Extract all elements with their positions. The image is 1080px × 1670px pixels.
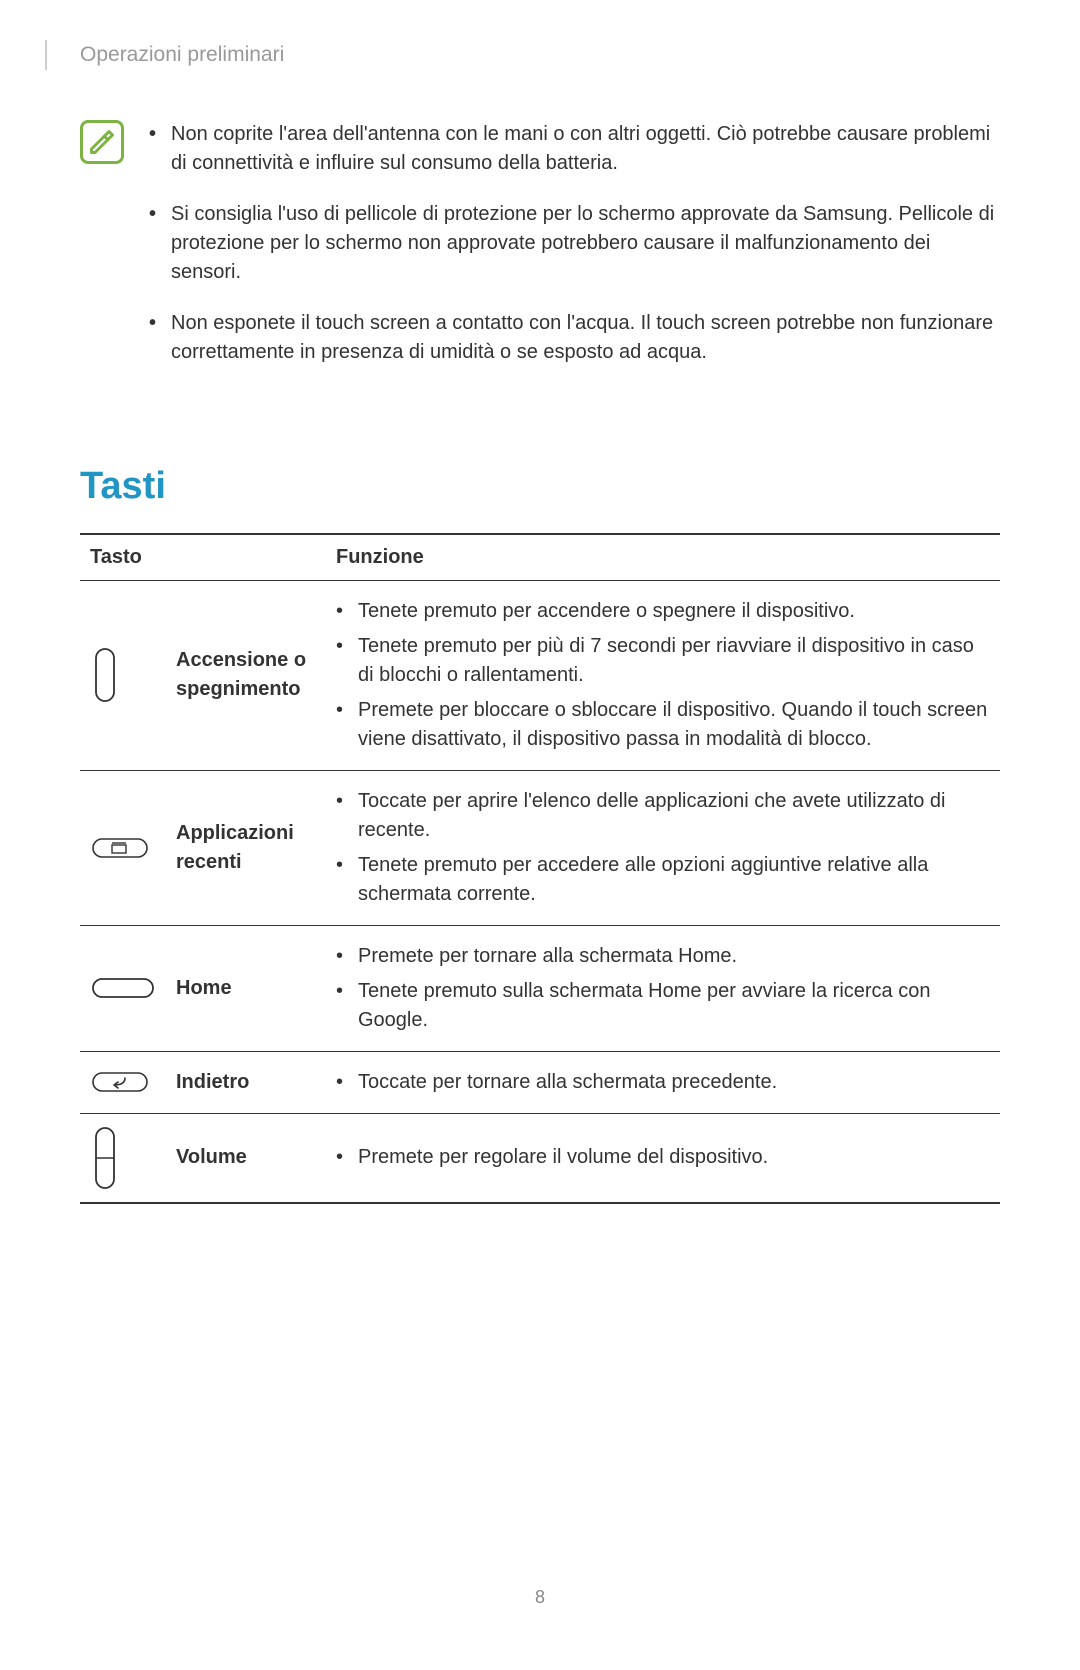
table-row: Indietro Toccate per tornare alla scherm… (80, 1051, 1000, 1113)
key-name: Volume (166, 1113, 326, 1203)
table-row: Volume Premete per regolare il volume de… (80, 1113, 1000, 1203)
fn-item: Toccate per tornare alla schermata prece… (336, 1068, 990, 1097)
table-row: Applicazioni recenti Toccate per aprire … (80, 770, 1000, 925)
fn-item: Tenete premuto per accendere o spegnere … (336, 597, 990, 626)
power-key-icon (90, 645, 120, 705)
key-functions: Toccate per tornare alla schermata prece… (326, 1051, 1000, 1113)
note-item: Non esponete il touch screen a contatto … (149, 309, 1000, 367)
key-functions: Tenete premuto per accendere o spegnere … (326, 580, 1000, 770)
fn-item: Tenete premuto sulla schermata Home per … (336, 977, 990, 1035)
key-name: Home (166, 925, 326, 1051)
fn-item: Premete per tornare alla schermata Home. (336, 942, 990, 971)
key-functions: Premete per regolare il volume del dispo… (326, 1113, 1000, 1203)
fn-item: Tenete premuto per accedere alle opzioni… (336, 851, 990, 909)
key-icon-cell (80, 580, 166, 770)
note-icon (80, 120, 124, 164)
col-tasto: Tasto (80, 534, 326, 581)
note-item: Si consiglia l'uso di pellicole di prote… (149, 200, 1000, 287)
table-row: Accensione o spegnimento Tenete premuto … (80, 580, 1000, 770)
section-title: Tasti (80, 459, 1000, 514)
fn-item: Premete per bloccare o sbloccare il disp… (336, 696, 990, 754)
key-name: Applicazioni recenti (166, 770, 326, 925)
key-icon-cell (80, 770, 166, 925)
key-name: Accensione o spegnimento (166, 580, 326, 770)
key-icon-cell (80, 1051, 166, 1113)
recent-apps-key-icon (90, 833, 150, 863)
home-key-icon (90, 975, 156, 1001)
note-list: Non coprite l'area dell'antenna con le m… (149, 120, 1000, 389)
table-row: Home Premete per tornare alla schermata … (80, 925, 1000, 1051)
note-item: Non coprite l'area dell'antenna con le m… (149, 120, 1000, 178)
key-icon-cell (80, 925, 166, 1051)
key-functions: Toccate per aprire l'elenco delle applic… (326, 770, 1000, 925)
key-icon-cell (80, 1113, 166, 1203)
col-funzione: Funzione (326, 534, 1000, 581)
breadcrumb: Operazioni preliminari (45, 40, 1000, 70)
key-name: Indietro (166, 1051, 326, 1113)
back-key-icon (90, 1067, 150, 1097)
note-block: Non coprite l'area dell'antenna con le m… (80, 120, 1000, 389)
volume-key-icon (90, 1124, 120, 1192)
fn-item: Premete per regolare il volume del dispo… (336, 1143, 990, 1172)
key-functions: Premete per tornare alla schermata Home.… (326, 925, 1000, 1051)
keys-table: Tasto Funzione Accensione o spegnimento … (80, 533, 1000, 1204)
fn-item: Toccate per aprire l'elenco delle applic… (336, 787, 990, 845)
fn-item: Tenete premuto per più di 7 secondi per … (336, 632, 990, 690)
page-number: 8 (80, 1584, 1000, 1610)
